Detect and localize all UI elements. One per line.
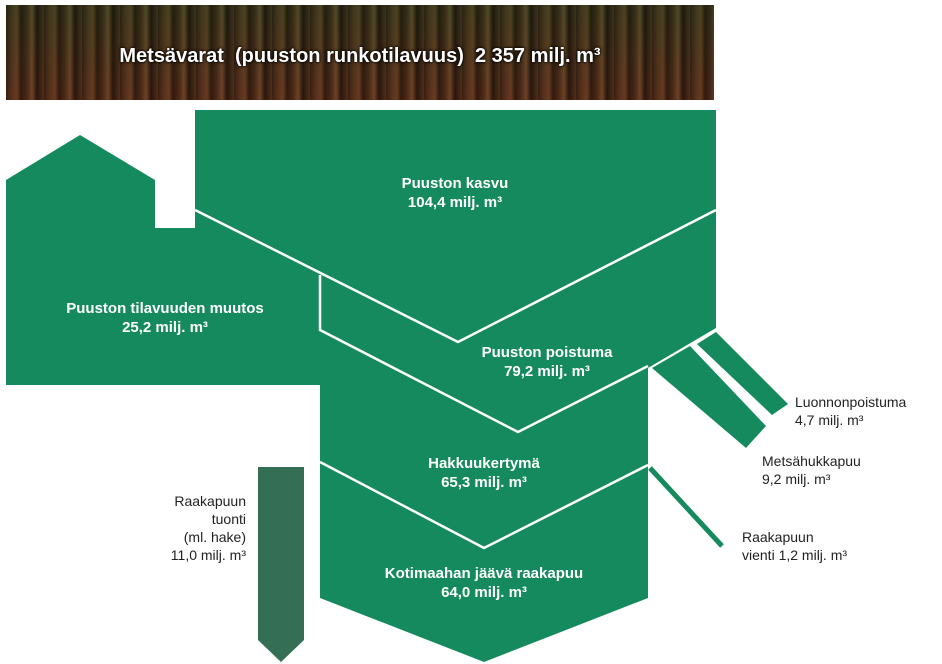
banner: Metsävarat (puuston runkotilavuus) 2 357… bbox=[6, 5, 714, 100]
node-label: Kotimaahan jäävä raakapuu bbox=[385, 565, 583, 582]
node-label: Raakapuun bbox=[742, 529, 814, 545]
branch-export bbox=[648, 466, 724, 548]
branch-import bbox=[258, 467, 304, 662]
node-label: 79,2 milj. m³ bbox=[504, 363, 590, 380]
node-label: Hakkuukertymä bbox=[428, 455, 540, 472]
node-label: 25,2 milj. m³ bbox=[122, 319, 208, 336]
node-label: Puuston tilavuuden muutos bbox=[66, 300, 264, 317]
divider bbox=[194, 208, 717, 344]
node-label: 104,4 milj. m³ bbox=[408, 194, 502, 211]
node-label: 11,0 milj. m³ bbox=[171, 547, 247, 563]
divider bbox=[318, 275, 649, 434]
flow-area bbox=[6, 110, 716, 662]
node-label: Puuston poistuma bbox=[482, 344, 613, 361]
node-label: tuonti bbox=[212, 511, 246, 527]
node-label: Luonnonpoistuma bbox=[795, 394, 907, 410]
node-label: 9,2 milj. m³ bbox=[762, 471, 831, 487]
node-label: Metsähukkapuu bbox=[762, 453, 861, 469]
node-label: Puuston kasvu bbox=[402, 175, 509, 192]
divider bbox=[319, 460, 649, 550]
node-label: 65,3 milj. m³ bbox=[441, 474, 527, 491]
node-label: Raakapuun bbox=[174, 493, 246, 509]
branch-natural-loss bbox=[697, 332, 788, 415]
node-label: 4,7 milj. m³ bbox=[795, 412, 864, 428]
branch-waste-wood bbox=[652, 346, 766, 448]
node-label: (ml. hake) bbox=[184, 529, 246, 545]
node-label: 64,0 milj. m³ bbox=[441, 584, 527, 601]
banner-title: Metsävarat (puuston runkotilavuus) 2 357… bbox=[119, 45, 601, 67]
node-label: vienti 1,2 milj. m³ bbox=[742, 547, 847, 563]
